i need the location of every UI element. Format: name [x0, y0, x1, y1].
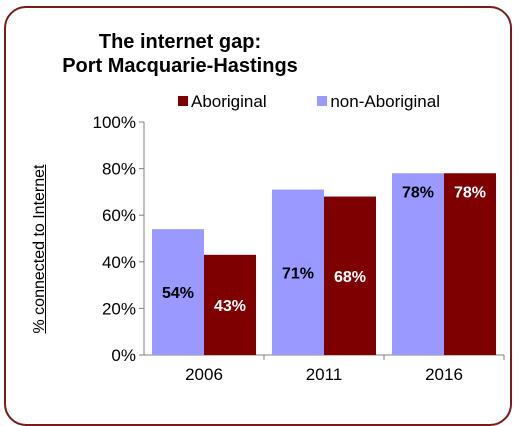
legend-swatch-aboriginal — [178, 96, 188, 106]
x-tick-label: 2016 — [425, 365, 463, 384]
y-tick-label: 80% — [102, 160, 136, 179]
bar — [204, 254, 256, 355]
data-label: 43% — [214, 298, 246, 315]
bar — [324, 196, 376, 355]
legend-item-aboriginal: Aboriginal — [178, 92, 267, 112]
data-label: 78% — [454, 184, 486, 201]
y-tick-label: 20% — [102, 299, 136, 318]
legend-label-aboriginal: Aboriginal — [191, 92, 267, 111]
data-label: 54% — [162, 285, 194, 302]
y-tick-label: 60% — [102, 206, 136, 225]
chart-title-line-1: The internet gap: — [98, 31, 262, 53]
chart-title-line-2: Port Macquarie-Hastings — [62, 55, 298, 77]
x-tick-label: 2011 — [306, 365, 343, 384]
bar — [444, 173, 496, 355]
y-tick-label: 40% — [102, 253, 136, 272]
data-label: 71% — [282, 265, 314, 282]
bar — [152, 229, 204, 355]
y-tick-label: 0% — [111, 346, 136, 365]
chart-legend: Aboriginal non-Aboriginal — [178, 92, 440, 112]
data-label: 68% — [334, 269, 366, 286]
legend-label-non-aboriginal: non-Aboriginal — [330, 92, 440, 111]
y-tick-label: 100% — [93, 113, 136, 132]
bar-chart-plot: 0% 20% 40% 60% 80% 100% 2006 54% 43% 2011 71% 68% 20… — [93, 113, 505, 384]
legend-swatch-non-aboriginal — [317, 96, 328, 106]
bar — [392, 173, 444, 355]
data-label: 78% — [402, 184, 434, 201]
bar — [272, 189, 324, 355]
chart-title: The internet gap: Port Macquarie-Hasting… — [20, 30, 340, 78]
legend-item-non-aboriginal: non-Aboriginal — [317, 92, 440, 112]
x-tick-label: 2006 — [185, 365, 223, 384]
